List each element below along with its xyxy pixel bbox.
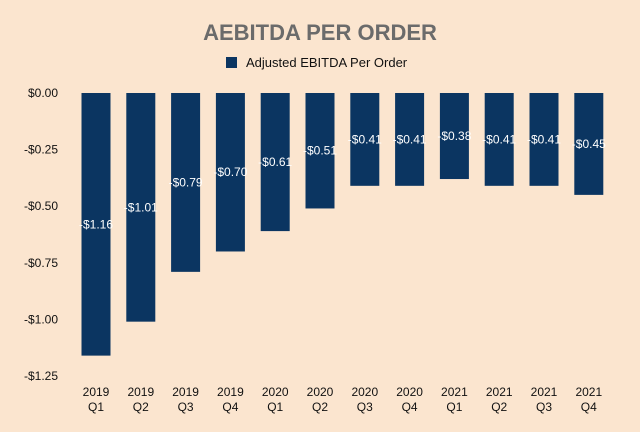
data-label: -$0.61 xyxy=(258,155,292,169)
y-tick-label: $0.00 xyxy=(28,86,58,100)
bar xyxy=(171,93,201,272)
x-tick-label-year: 2019 xyxy=(217,385,244,399)
x-tick-label-quarter: Q4 xyxy=(222,400,238,414)
x-tick-label-quarter: Q3 xyxy=(357,400,373,414)
y-tick-label: -$1.25 xyxy=(24,369,58,383)
data-label: -$0.79 xyxy=(169,175,203,189)
x-tick-label-quarter: Q4 xyxy=(581,400,597,414)
y-tick-label: -$0.75 xyxy=(24,256,58,270)
x-tick-label-year: 2020 xyxy=(351,385,378,399)
data-label: -$0.41 xyxy=(348,132,382,146)
bar xyxy=(305,93,335,209)
legend: Adjusted EBITDA Per Order xyxy=(226,55,408,70)
x-tick-label-year: 2019 xyxy=(83,385,110,399)
y-tick-label: -$1.00 xyxy=(24,312,58,326)
x-tick-label-year: 2019 xyxy=(172,385,199,399)
x-tick-label-quarter: Q3 xyxy=(536,400,552,414)
x-axis: 2019Q12019Q22019Q32019Q42020Q12020Q22020… xyxy=(83,385,603,414)
bar xyxy=(439,93,469,180)
data-label: -$0.38 xyxy=(437,129,471,143)
x-tick-label-year: 2021 xyxy=(441,385,468,399)
bar xyxy=(126,93,156,322)
x-tick-label-quarter: Q2 xyxy=(312,400,328,414)
bar xyxy=(260,93,290,232)
x-tick-label-year: 2020 xyxy=(262,385,289,399)
chart-title: AEBITDA PER ORDER xyxy=(203,20,437,45)
x-tick-label-quarter: Q1 xyxy=(88,400,104,414)
legend-swatch xyxy=(226,57,237,68)
x-tick-label-year: 2019 xyxy=(127,385,154,399)
data-labels: -$1.16 -$1.01 -$0.79 -$0.70 -$0.61 -$0.51 -$0.… xyxy=(79,129,606,231)
x-tick-label-year: 2021 xyxy=(531,385,558,399)
data-label: -$0.45 xyxy=(572,137,606,151)
x-tick-label-year: 2021 xyxy=(575,385,602,399)
y-axis: $0.00 -$0.25 -$0.50 -$0.75 -$1.00 -$1.25 xyxy=(24,86,58,383)
legend-label: Adjusted EBITDA Per Order xyxy=(246,55,408,70)
x-tick-label-quarter: Q2 xyxy=(133,400,149,414)
x-tick-label-quarter: Q1 xyxy=(267,400,283,414)
bar xyxy=(350,93,380,186)
data-label: -$0.41 xyxy=(393,132,427,146)
data-label: -$1.16 xyxy=(79,217,113,231)
bar xyxy=(215,93,245,252)
bar xyxy=(574,93,604,195)
data-label: -$0.70 xyxy=(213,165,247,179)
data-label: -$0.41 xyxy=(527,132,561,146)
x-tick-label-year: 2020 xyxy=(307,385,334,399)
bar xyxy=(529,93,559,186)
x-tick-label-year: 2021 xyxy=(486,385,513,399)
data-label: -$1.01 xyxy=(124,200,158,214)
data-label: -$0.41 xyxy=(482,132,516,146)
x-tick-label-quarter: Q3 xyxy=(178,400,194,414)
x-tick-label-quarter: Q2 xyxy=(491,400,507,414)
bar xyxy=(395,93,425,186)
bar xyxy=(81,93,111,356)
x-tick-label-quarter: Q1 xyxy=(446,400,462,414)
x-tick-label-year: 2020 xyxy=(396,385,423,399)
bar xyxy=(484,93,514,186)
bars xyxy=(81,93,604,356)
x-tick-label-quarter: Q4 xyxy=(402,400,418,414)
data-label: -$0.51 xyxy=(303,144,337,158)
y-tick-label: -$0.25 xyxy=(24,143,58,157)
y-tick-label: -$0.50 xyxy=(24,199,58,213)
